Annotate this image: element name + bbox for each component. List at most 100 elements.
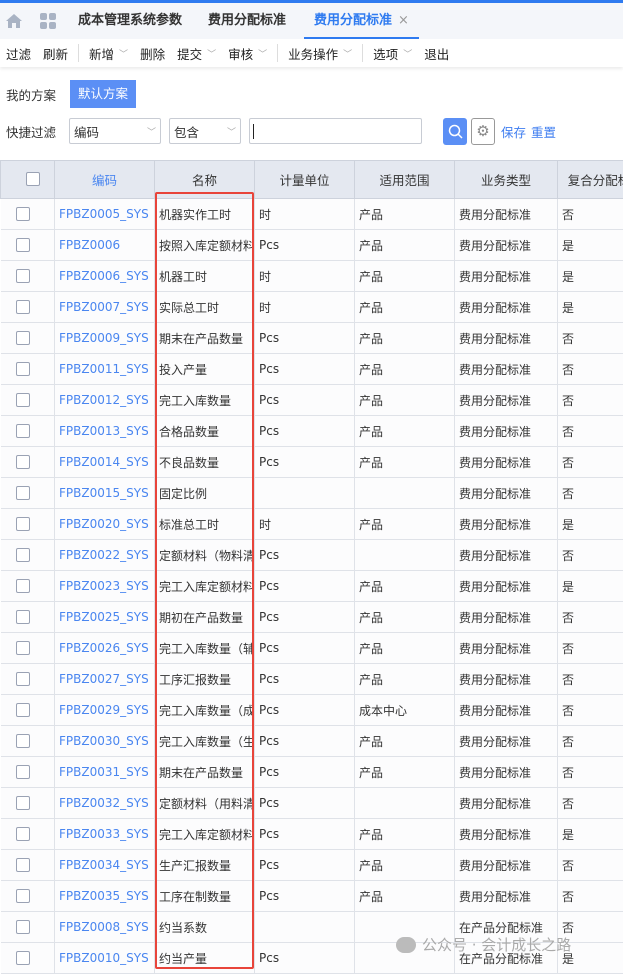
search-button[interactable]: [443, 118, 467, 145]
row-checkbox[interactable]: [16, 796, 30, 810]
default-scheme-button[interactable]: 默认方案: [70, 80, 136, 108]
row-checkbox[interactable]: [16, 424, 30, 438]
code-link[interactable]: FPBZ0032_SYS: [59, 796, 149, 810]
column-header[interactable]: 业务类型: [455, 161, 558, 199]
column-header[interactable]: 适用范围: [355, 161, 455, 199]
filter-operator-select[interactable]: 包含﹀: [169, 118, 241, 144]
row-checkbox[interactable]: [16, 486, 30, 500]
row-checkbox[interactable]: [16, 889, 30, 903]
row-select-cell[interactable]: [1, 199, 55, 230]
row-select-cell[interactable]: [1, 447, 55, 478]
home-icon[interactable]: [6, 14, 22, 28]
code-link[interactable]: FPBZ0015_SYS: [59, 486, 149, 500]
code-link[interactable]: FPBZ0034_SYS: [59, 858, 149, 872]
row-checkbox[interactable]: [16, 951, 30, 965]
close-icon[interactable]: ×: [398, 13, 409, 28]
toolbar-item-4[interactable]: 提交﹀: [171, 44, 222, 63]
row-checkbox[interactable]: [16, 331, 30, 345]
tab-0[interactable]: 成本管理系统参数: [74, 3, 186, 39]
filter-field-select[interactable]: 编码﹀: [69, 118, 161, 144]
row-checkbox[interactable]: [16, 858, 30, 872]
select-all-header[interactable]: [1, 161, 55, 199]
toolbar-item-6[interactable]: 业务操作﹀: [282, 44, 358, 63]
code-link[interactable]: FPBZ0026_SYS: [59, 641, 149, 655]
row-checkbox[interactable]: [16, 300, 30, 314]
row-checkbox[interactable]: [16, 734, 30, 748]
row-select-cell[interactable]: [1, 912, 55, 943]
code-link[interactable]: FPBZ0010_SYS: [59, 951, 149, 965]
row-select-cell[interactable]: [1, 695, 55, 726]
row-checkbox[interactable]: [16, 207, 30, 221]
row-select-cell[interactable]: [1, 788, 55, 819]
row-select-cell[interactable]: [1, 571, 55, 602]
tab-2[interactable]: 费用分配标准×: [304, 3, 419, 39]
code-link[interactable]: FPBZ0009_SYS: [59, 331, 149, 345]
select-all-checkbox[interactable]: [26, 172, 40, 186]
code-link[interactable]: FPBZ0023_SYS: [59, 579, 149, 593]
row-select-cell[interactable]: [1, 261, 55, 292]
row-select-cell[interactable]: [1, 292, 55, 323]
apps-grid-icon[interactable]: [40, 13, 56, 29]
row-checkbox[interactable]: [16, 703, 30, 717]
toolbar-item-7[interactable]: 选项﹀: [367, 44, 418, 63]
filter-value-input[interactable]: [249, 118, 422, 144]
row-select-cell[interactable]: [1, 385, 55, 416]
row-checkbox[interactable]: [16, 827, 30, 841]
row-select-cell[interactable]: [1, 354, 55, 385]
tab-1[interactable]: 费用分配标准: [204, 3, 290, 39]
row-select-cell[interactable]: [1, 633, 55, 664]
row-select-cell[interactable]: [1, 416, 55, 447]
column-header[interactable]: 计量单位: [255, 161, 355, 199]
code-link[interactable]: FPBZ0006_SYS: [59, 269, 149, 283]
row-select-cell[interactable]: [1, 540, 55, 571]
row-select-cell[interactable]: [1, 323, 55, 354]
code-link[interactable]: FPBZ0011_SYS: [59, 362, 149, 376]
code-link[interactable]: FPBZ0025_SYS: [59, 610, 149, 624]
row-checkbox[interactable]: [16, 362, 30, 376]
code-link[interactable]: FPBZ0035_SYS: [59, 889, 149, 903]
toolbar-item-3[interactable]: 删除: [134, 44, 171, 63]
code-link[interactable]: FPBZ0012_SYS: [59, 393, 149, 407]
code-link[interactable]: FPBZ0027_SYS: [59, 672, 149, 686]
row-checkbox[interactable]: [16, 579, 30, 593]
row-checkbox[interactable]: [16, 765, 30, 779]
row-checkbox[interactable]: [16, 238, 30, 252]
settings-button[interactable]: ⚙: [471, 118, 495, 145]
code-link[interactable]: FPBZ0020_SYS: [59, 517, 149, 531]
toolbar-item-5[interactable]: 审核﹀: [222, 44, 273, 63]
toolbar-item-1[interactable]: 刷新: [37, 44, 74, 63]
row-select-cell[interactable]: [1, 664, 55, 695]
column-header[interactable]: 复合分配标: [558, 161, 623, 199]
code-link[interactable]: FPBZ0005_SYS: [59, 207, 149, 221]
row-checkbox[interactable]: [16, 455, 30, 469]
column-header[interactable]: 名称: [155, 161, 255, 199]
code-link[interactable]: FPBZ0006: [59, 238, 120, 252]
code-link[interactable]: FPBZ0007_SYS: [59, 300, 149, 314]
toolbar-item-8[interactable]: 退出: [418, 44, 455, 63]
row-checkbox[interactable]: [16, 641, 30, 655]
column-header[interactable]: 编码: [55, 161, 155, 199]
row-select-cell[interactable]: [1, 602, 55, 633]
code-link[interactable]: FPBZ0008_SYS: [59, 920, 149, 934]
row-checkbox[interactable]: [16, 920, 30, 934]
code-link[interactable]: FPBZ0033_SYS: [59, 827, 149, 841]
reset-link[interactable]: 重置: [531, 122, 556, 141]
row-select-cell[interactable]: [1, 850, 55, 881]
row-select-cell[interactable]: [1, 230, 55, 261]
